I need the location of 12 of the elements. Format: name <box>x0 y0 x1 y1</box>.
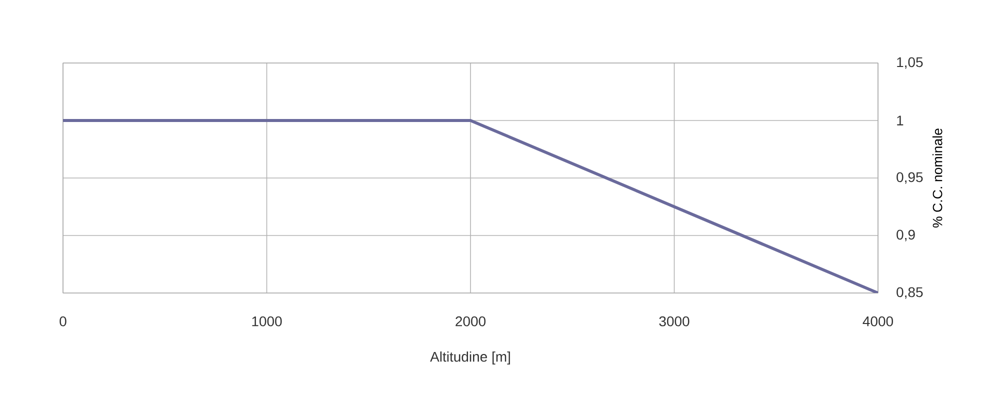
x-axis-title: Altitudine [m] <box>430 351 510 364</box>
y-tick-label: 1 <box>897 116 904 126</box>
y-axis-title: % C.C. nominale <box>932 128 942 228</box>
x-tick-label: 2000 <box>456 316 486 326</box>
x-tick-label: 1000 <box>252 316 282 326</box>
y-tick-label: 0,95 <box>896 172 923 184</box>
y-tick-label: 1,05 <box>897 57 923 69</box>
y-tick-label: 0,9 <box>896 230 915 242</box>
x-tick-label: 0 <box>60 316 66 326</box>
x-tick-label: 3000 <box>659 316 690 326</box>
y-tick-label: 0,85 <box>896 287 923 299</box>
x-tick-label: 4000 <box>862 316 894 326</box>
